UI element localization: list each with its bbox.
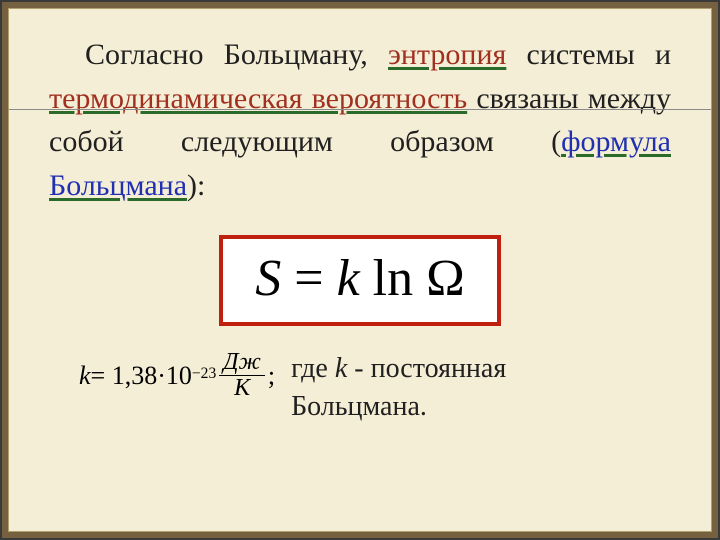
boltzmann-constant: k = 1,38·10−23 ДжК; — [79, 350, 275, 401]
const-k: k — [79, 361, 91, 391]
unit-fraction: ДжК — [219, 350, 265, 401]
formula-k: k — [337, 250, 360, 307]
text-intro: Согласно Больцману, — [85, 38, 388, 71]
formula-eq: = — [281, 250, 336, 307]
formula-border: S = k ln Ω — [219, 235, 501, 326]
formula-ln: ln — [373, 250, 413, 307]
const-exp: −23 — [192, 365, 216, 383]
formula-S: S — [255, 250, 281, 307]
const-semi: ; — [268, 361, 275, 391]
slide-outer-frame: Согласно Больцману, энтропия системы и т… — [0, 0, 720, 540]
term-entropy: энтропия — [388, 38, 506, 71]
slide-paper: Согласно Больцману, энтропия системы и т… — [8, 8, 712, 532]
desc-post2: Больцмана. — [291, 391, 427, 422]
unit-den: К — [230, 376, 254, 401]
text-mid1: системы и — [506, 38, 671, 71]
const-eq: = 1,38·10 — [91, 361, 192, 391]
formula-omega: Ω — [413, 250, 465, 307]
text-closing: ): — [187, 169, 205, 202]
main-paragraph: Согласно Больцману, энтропия системы и т… — [49, 33, 671, 207]
horizontal-rule — [9, 109, 711, 110]
desc-pre: где — [291, 353, 335, 384]
formula-container: S = k ln Ω — [49, 235, 671, 326]
constant-description: где k - постоянная Больцмана. — [285, 350, 506, 426]
boltzmann-formula: S = k ln Ω — [255, 249, 465, 308]
desc-post1: - постоянная — [347, 353, 506, 384]
unit-num: Дж — [219, 350, 265, 376]
formula-sp — [360, 250, 373, 307]
desc-k: k — [335, 353, 347, 384]
constant-row: k = 1,38·10−23 ДжК; где k - постоянная Б… — [49, 346, 671, 426]
